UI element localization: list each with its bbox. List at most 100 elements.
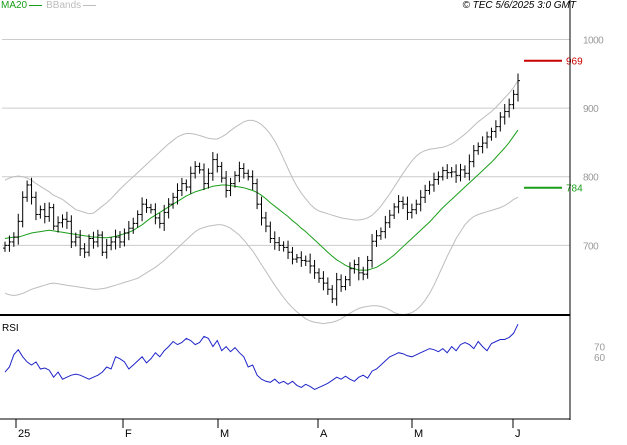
price-bar [436,171,441,185]
price-bar [202,163,207,191]
price-bar [272,231,277,250]
price-bar [383,215,388,239]
price-bar [171,192,176,209]
bbands-upper-line [4,80,519,221]
price-bar [308,253,313,274]
legend: MA20 BBands [1,0,97,11]
price-bar [78,229,83,256]
level-label-784: 784 [566,184,583,195]
price-bar [144,198,149,213]
y-tick-label-900: 900 [583,104,599,115]
price-bar [117,231,122,248]
price-bar [140,197,145,222]
price-bar [339,274,344,292]
price-bar [109,237,114,251]
price-bar [64,211,69,229]
price-bar [303,255,308,267]
price-bar [259,196,264,226]
price-bar [489,127,494,141]
price-bar [228,177,233,197]
price-bar [387,209,392,228]
price-bar [396,195,401,214]
price-bar [511,89,516,110]
legend-bbands-label: BBands [46,0,82,11]
price-bar [162,204,167,231]
price-bar [374,230,379,247]
rsi-line [4,323,519,390]
price-bar [392,203,397,219]
price-bar [7,235,12,252]
chart-header: MA20 BBands © TEC 5/6/2025 3:0 GMT [0,0,627,11]
price-bar [458,163,463,182]
bbands-lower-line [4,196,519,325]
price-bar [418,190,423,212]
price-bar [321,271,326,291]
y-tick-label-800: 800 [583,173,599,184]
rsi-tick-label-70: 70 [594,343,606,354]
price-bar [16,213,21,245]
x-tick-label: M [414,428,423,440]
price-bar [401,196,406,210]
price-bar [476,142,481,155]
price-bar [60,214,65,228]
panel-frames [0,0,571,420]
price-bar [82,243,87,258]
price-bar [188,166,193,194]
legend-bbands-swatch [83,4,97,6]
price-bar [431,172,436,192]
price-bar [95,229,100,248]
price-bar [122,228,127,247]
ma20-layer [4,129,519,271]
price-bar [423,184,428,203]
price-bar [312,259,317,279]
y-tick-label-1000: 1000 [583,35,604,46]
price-bar [498,112,503,132]
rsi-tick-label-60: 60 [594,353,606,364]
level-lines-layer: 969 784 [524,57,583,195]
price-bar [69,215,74,248]
price-bar [157,213,162,229]
price-bar [356,257,361,281]
price-bar [193,161,198,179]
price-bar [42,202,47,224]
price-bar [277,236,282,252]
price-bar [179,177,184,197]
x-tick-label: M [220,428,229,440]
price-bar [347,262,352,287]
price-bar [3,241,7,252]
price-bar [427,180,432,195]
price-bar [56,216,61,233]
price-bar [175,183,180,205]
ma20-line [4,129,519,271]
price-bar [480,136,485,154]
price-bar [210,152,215,181]
price-bar [462,165,467,178]
price-bar [148,203,153,214]
x-tick-label: F [125,428,132,440]
price-bar [206,168,211,189]
price-bar [299,251,304,267]
price-bar [113,229,118,250]
x-tick-label: A [320,428,328,440]
price-bar [11,232,16,247]
price-bar [131,217,136,234]
price-bar [502,103,507,125]
price-bar [246,169,251,181]
price-bar [325,277,330,295]
price-bars-layer [3,73,520,306]
price-bar [268,221,273,244]
price-bar [184,179,189,192]
price-bar [135,210,140,228]
source-timestamp: © TEC 5/6/2025 3:0 GMT [462,0,576,11]
price-bar [237,161,242,183]
price-bar [405,196,410,220]
price-bar [507,98,512,118]
x-tick-label: J [515,428,521,440]
rsi-panel-title: RSI [2,323,19,334]
price-bar [493,120,498,138]
price-bar [286,240,291,260]
price-bar [100,231,105,257]
price-bar [294,253,299,263]
